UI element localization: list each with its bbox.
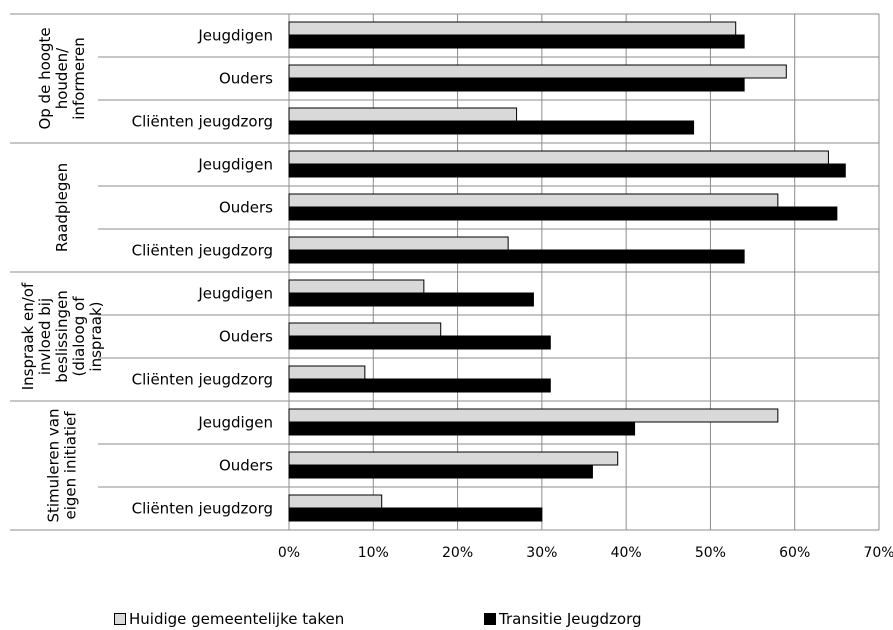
bar-transitie (288, 163, 846, 178)
bar-huidige (288, 365, 366, 380)
category-label: Ouders (219, 328, 273, 346)
group-label: Inspraak en/of (19, 282, 37, 390)
bar-transitie (288, 34, 745, 49)
bar-transitie (288, 335, 551, 350)
category-label: Jeugdigen (197, 27, 273, 45)
category-label: Jeugdigen (197, 156, 273, 174)
bar-huidige (288, 322, 442, 337)
category-label: Jeugdigen (197, 285, 273, 303)
legend-swatch-huidige (114, 613, 126, 625)
bar-transitie (288, 464, 593, 479)
category-label: Ouders (219, 199, 273, 217)
bar-huidige (288, 279, 425, 294)
x-tick-label: 40% (611, 545, 642, 561)
bar-transitie (288, 378, 551, 393)
x-tick-label: 20% (442, 545, 473, 561)
bar-transitie (288, 249, 745, 264)
category-label: Ouders (219, 70, 273, 88)
bar-huidige (288, 236, 509, 251)
bar-transitie (288, 206, 838, 221)
bar-transitie (288, 421, 636, 436)
bar-transitie (288, 292, 534, 307)
legend-swatch-transitie (484, 613, 496, 625)
bar-huidige (288, 494, 383, 509)
bar-huidige (288, 451, 619, 466)
category-label: Cliënten jeugdzorg (132, 500, 273, 518)
legend-label-huidige: Huidige gemeentelijke taken (129, 610, 345, 628)
group-label: eigen initiatief (62, 411, 80, 520)
x-tick-label: 60% (779, 545, 810, 561)
group-label: (dialoog of (70, 296, 88, 377)
legend-item-huidige: Huidige gemeentelijke taken (114, 610, 344, 628)
x-tick-label: 10% (358, 545, 389, 561)
group-label: Op de hoogte (36, 27, 54, 129)
group-label: invloed bij (36, 298, 54, 375)
group-label: houden/ (53, 47, 71, 109)
category-label: Ouders (219, 457, 273, 475)
bar-huidige (288, 64, 787, 79)
group-label: informeren (70, 37, 88, 119)
category-label: Cliënten jeugdzorg (132, 371, 273, 389)
bar-chart: 0% 10% 20% 30% 40% 50% 60% 70% Jeugdigen Ouders Cl… (10, 13, 893, 561)
bar-huidige (288, 408, 779, 423)
bar-huidige (288, 193, 779, 208)
group-label: beslissingen (53, 290, 71, 382)
group-label: Raadplegen (53, 163, 71, 252)
category-label: Jeugdigen (197, 414, 273, 432)
group-label: inspraak) (87, 301, 105, 371)
x-tick-label: 30% (526, 545, 557, 561)
legend-item-transitie: Transitie Jeugdzorg (484, 610, 642, 628)
bar-transitie (288, 507, 543, 522)
group-label: Stimuleren van (45, 408, 63, 522)
bar-huidige (288, 150, 829, 165)
x-tick-label: 70% (863, 545, 893, 561)
bar-transitie (288, 120, 695, 135)
bar-huidige (288, 21, 737, 36)
x-tick-label: 0% (278, 545, 300, 561)
bar-huidige (288, 107, 518, 122)
x-tick-label: 50% (695, 545, 726, 561)
legend-label-transitie: Transitie Jeugdzorg (499, 610, 642, 628)
category-label: Cliënten jeugdzorg (132, 113, 273, 131)
bar-transitie (288, 77, 745, 92)
category-label: Cliënten jeugdzorg (132, 242, 273, 260)
